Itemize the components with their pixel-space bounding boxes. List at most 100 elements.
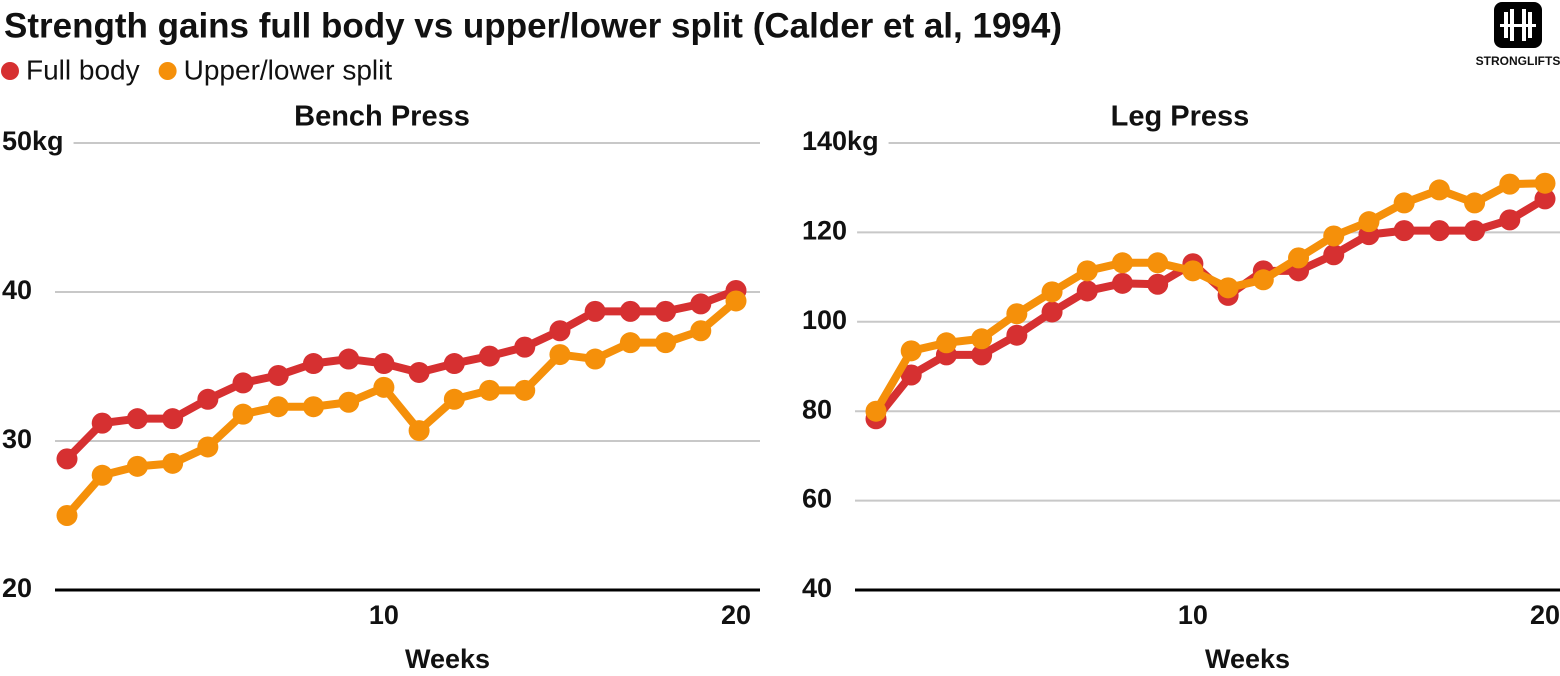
- data-point: [197, 388, 219, 410]
- legend-label: Full body: [26, 54, 140, 85]
- data-point: [1076, 260, 1098, 282]
- data-point: [197, 436, 219, 458]
- y-tick-label: 140kg: [802, 126, 879, 156]
- data-point: [1217, 277, 1239, 299]
- data-point: [302, 396, 324, 418]
- data-point: [1464, 220, 1486, 242]
- y-tick-label: 40: [802, 573, 832, 603]
- data-point: [338, 348, 360, 370]
- y-tick-label: 60: [802, 484, 832, 514]
- data-point: [1358, 211, 1380, 233]
- data-point: [373, 353, 395, 375]
- data-point: [1182, 260, 1204, 282]
- data-point: [232, 372, 254, 394]
- y-tick-label: 20: [2, 573, 32, 603]
- data-point: [162, 408, 184, 430]
- data-point: [971, 344, 993, 366]
- x-tick-label: 20: [721, 600, 751, 630]
- y-tick-label: 100: [802, 305, 847, 335]
- data-point: [725, 290, 747, 312]
- data-point: [1006, 303, 1028, 325]
- data-point: [1323, 225, 1345, 247]
- data-point: [1428, 220, 1450, 242]
- data-point: [443, 353, 465, 375]
- data-point: [1393, 220, 1415, 242]
- y-tick-label: 50kg: [2, 126, 64, 156]
- data-point: [900, 364, 922, 386]
- data-point: [1006, 324, 1028, 346]
- data-point: [302, 353, 324, 375]
- data-point: [900, 340, 922, 362]
- logo-text: STRONGLIFTS: [1476, 54, 1560, 68]
- data-point: [91, 412, 113, 434]
- data-point: [408, 361, 430, 383]
- data-point: [479, 379, 501, 401]
- data-point: [514, 336, 536, 358]
- data-point: [267, 364, 289, 386]
- subplot-title: Leg Press: [1111, 101, 1250, 133]
- y-tick-label: 80: [802, 394, 832, 424]
- data-point: [1076, 280, 1098, 302]
- data-point: [549, 320, 571, 342]
- data-point: [1499, 173, 1521, 195]
- data-point: [408, 420, 430, 442]
- data-point: [619, 300, 641, 322]
- data-point: [865, 400, 887, 422]
- x-axis-title: Weeks: [405, 644, 490, 674]
- data-point: [1147, 252, 1169, 274]
- data-point: [971, 328, 993, 350]
- data-point: [1534, 172, 1556, 194]
- data-point: [162, 452, 184, 474]
- data-point: [373, 376, 395, 398]
- legend-label: Upper/lower split: [184, 54, 393, 85]
- data-point: [56, 448, 78, 470]
- x-tick-label: 20: [1530, 600, 1560, 630]
- data-point: [1464, 192, 1486, 214]
- data-point: [1252, 269, 1274, 291]
- data-point: [619, 332, 641, 354]
- data-point: [655, 332, 677, 354]
- x-axis-title: Weeks: [1205, 644, 1290, 674]
- data-point: [1147, 273, 1169, 295]
- data-point: [267, 396, 289, 418]
- data-point: [443, 388, 465, 410]
- data-point: [91, 464, 113, 486]
- data-point: [126, 455, 148, 477]
- data-point: [338, 391, 360, 413]
- series-line: [63, 297, 739, 519]
- y-tick-label: 40: [2, 275, 32, 305]
- data-point: [655, 300, 677, 322]
- y-tick-label: 120: [802, 216, 847, 246]
- data-point: [690, 293, 712, 315]
- data-point: [690, 320, 712, 342]
- legend-marker: [158, 62, 177, 80]
- data-point: [1041, 281, 1063, 303]
- data-point: [56, 505, 78, 526]
- data-point: [1499, 209, 1521, 231]
- data-point: [549, 344, 571, 366]
- data-point: [1288, 247, 1310, 269]
- x-tick-label: 10: [369, 600, 399, 630]
- subplot-title: Bench Press: [294, 101, 470, 133]
- data-point: [479, 345, 501, 367]
- data-point: [584, 348, 606, 370]
- data-point: [232, 403, 254, 425]
- data-point: [584, 300, 606, 322]
- data-point: [126, 408, 148, 430]
- data-point: [1041, 301, 1063, 323]
- legend-marker: [1, 62, 19, 80]
- x-tick-label: 10: [1178, 600, 1208, 630]
- series-line: [872, 179, 1546, 414]
- logo-barbell: [1500, 9, 1536, 41]
- chart-title: Strength gains full body vs upper/lower …: [4, 6, 1062, 45]
- data-point: [1111, 272, 1133, 294]
- data-point: [1323, 244, 1345, 266]
- data-point: [1393, 192, 1415, 214]
- data-point: [935, 332, 957, 354]
- logo: STRONGLIFTS: [1476, 2, 1560, 68]
- data-point: [514, 379, 536, 401]
- data-point: [1534, 188, 1556, 210]
- data-point: [1428, 179, 1450, 201]
- data-point: [1111, 252, 1133, 274]
